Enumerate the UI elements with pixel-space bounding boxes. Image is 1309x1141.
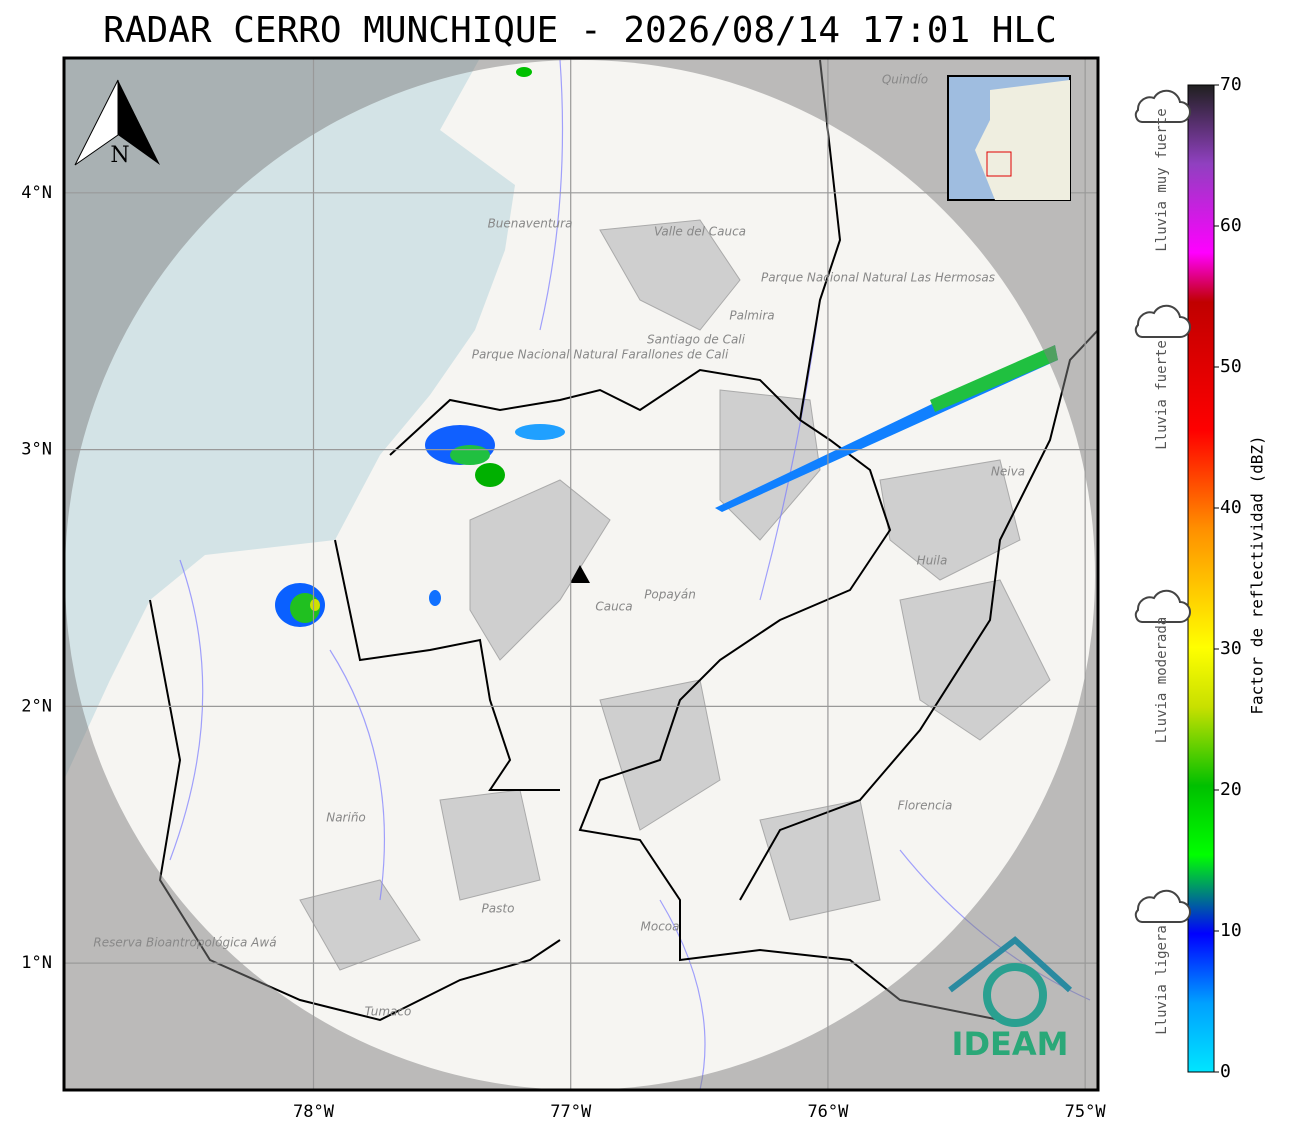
colorbar-label: Factor de reflectividad (dBZ) bbox=[1248, 435, 1267, 714]
lon-tick-label: 76°W bbox=[807, 1102, 849, 1122]
lon-tick-label: 75°W bbox=[1065, 1102, 1107, 1122]
rain-icon bbox=[1134, 304, 1191, 338]
place-label: Valle del Cauca bbox=[654, 225, 746, 239]
rain-class-label: Lluvia muy fuerte bbox=[1154, 108, 1170, 251]
rain-classes: Lluvia muy fuerte Lluvia fuerte Lluvia mod… bbox=[1134, 89, 1191, 1035]
place-labels: Quindío Buenaventura Valle del Cauca Palmir… bbox=[93, 73, 1025, 1019]
lat-tick-label: 3°N bbox=[21, 440, 52, 460]
colorbar-tick-label: 40 bbox=[1220, 497, 1242, 518]
colorbar-tick-label: 30 bbox=[1220, 638, 1242, 659]
place-label: Cauca bbox=[595, 600, 632, 614]
place-label: Florencia bbox=[898, 799, 953, 813]
title: RADAR CERRO MUNCHIQUE - 2026/08/14 17:01… bbox=[103, 10, 1057, 51]
place-label: Quindío bbox=[882, 73, 928, 87]
colorbar-tick-label: 50 bbox=[1220, 356, 1242, 377]
place-label: Mocoa bbox=[641, 920, 680, 934]
place-label: Reserva Bioantropológica Awá bbox=[93, 936, 276, 950]
colorbar-tick-label: 20 bbox=[1220, 779, 1242, 800]
logo: IDEAM bbox=[948, 936, 1073, 1063]
inset-map bbox=[947, 75, 1071, 201]
colorbar-tick-label: 10 bbox=[1220, 920, 1242, 941]
colorbar-tick-label: 60 bbox=[1220, 215, 1242, 236]
place-label: Popayán bbox=[644, 588, 696, 602]
lat-tick-label: 2°N bbox=[21, 696, 52, 716]
radar-site bbox=[570, 565, 590, 583]
place-label: Nariño bbox=[326, 811, 366, 825]
lon-tick-label: 77°W bbox=[550, 1102, 592, 1122]
map: Quindío Buenaventura Valle del Cauca Palmir… bbox=[64, 58, 1098, 1090]
place-label: Palmira bbox=[729, 309, 774, 323]
rain-icon bbox=[1134, 89, 1191, 123]
colorbar-tick-label: 0 bbox=[1220, 1061, 1231, 1082]
lat-tick-label: 1°N bbox=[21, 953, 52, 973]
rain-class-label: Lluvia fuerte bbox=[1154, 340, 1170, 450]
rain-class-label: Lluvia moderada bbox=[1154, 617, 1170, 743]
north-arrow: N bbox=[74, 79, 160, 168]
place-label: Neiva bbox=[991, 465, 1025, 479]
north-label: N bbox=[110, 143, 129, 168]
place-label: Huila bbox=[917, 554, 948, 568]
map-frame bbox=[62, 56, 1100, 1092]
grid bbox=[64, 58, 1098, 1090]
colorbar bbox=[1187, 84, 1215, 1073]
place-label: Parque Nacional Natural Las Hermosas bbox=[761, 271, 995, 285]
lon-tick-label: 78°W bbox=[293, 1102, 335, 1122]
colorbar-tick-label: 70 bbox=[1220, 74, 1242, 95]
logo-text: IDEAM bbox=[952, 1025, 1069, 1063]
lat-tick-label: 4°N bbox=[21, 183, 52, 203]
rain-icon bbox=[1134, 589, 1191, 623]
shaded-areas bbox=[299, 219, 1051, 971]
rain-icon bbox=[1134, 889, 1191, 923]
place-label: Tumaco bbox=[365, 1005, 412, 1019]
radar-echoes bbox=[275, 67, 1058, 627]
place-label: Santiago de Cali bbox=[647, 333, 746, 347]
place-label: Pasto bbox=[482, 902, 515, 916]
place-label: Buenaventura bbox=[488, 217, 573, 231]
rain-class-label: Lluvia ligera bbox=[1154, 925, 1170, 1035]
place-label: Parque Nacional Natural Farallones de Ca… bbox=[472, 348, 729, 362]
